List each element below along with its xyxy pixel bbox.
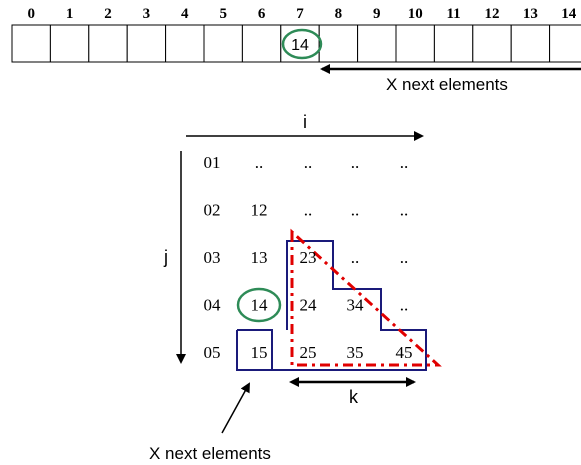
row-label: 04 <box>204 296 222 315</box>
array-index-label: 14 <box>561 6 577 22</box>
array-index-label: 11 <box>447 6 461 22</box>
array-cell <box>510 24 551 63</box>
array-index-label: 9 <box>373 6 381 22</box>
j-axis-label: j <box>163 247 168 267</box>
grid-cell-value: .. <box>351 201 360 220</box>
array-cell <box>357 24 397 63</box>
grid-cell-value: 13 <box>251 248 268 267</box>
array-cell <box>203 24 243 63</box>
grid-cell-value: 12 <box>251 201 268 220</box>
array-index-label: 0 <box>27 6 35 22</box>
region-left-closure <box>236 330 272 371</box>
row-label: 03 <box>204 248 221 267</box>
array-index-label: 10 <box>408 6 423 22</box>
array-cell <box>11 24 51 63</box>
row-label: 01 <box>204 153 221 172</box>
array-cell <box>165 24 205 63</box>
grid-highlight-circle <box>236 287 282 323</box>
array-cell <box>318 24 359 63</box>
grid-cell-value: 23 <box>300 248 317 267</box>
grid-cell-value: .. <box>255 153 264 172</box>
top-next-elements-label: X next elements <box>386 75 508 94</box>
array-index-label: 6 <box>258 6 266 22</box>
grid-cell-value: 45 <box>396 343 413 362</box>
grid-cell-value: .. <box>400 201 409 220</box>
grid-cell-value: .. <box>400 248 409 267</box>
bottom-next-elements-label: X next elements <box>149 444 271 463</box>
grid-cell-value: .. <box>351 153 360 172</box>
array-index-label: 7 <box>296 6 304 22</box>
row-label: 05 <box>204 343 221 362</box>
array-cell <box>241 24 282 63</box>
i-axis-label: i <box>303 112 307 132</box>
array-index-label: 2 <box>104 6 112 22</box>
array-cell <box>88 24 128 63</box>
grid-cell-value: .. <box>400 296 409 315</box>
array-cell <box>49 24 90 63</box>
array-index-label: 8 <box>335 6 343 22</box>
grid-cell-value: 25 <box>300 343 317 362</box>
grid-cell-value: 15 <box>251 343 268 362</box>
array-index-label: 3 <box>143 6 151 22</box>
array-cell <box>549 24 581 63</box>
array-cell-row: 14 <box>11 24 581 63</box>
array-highlight-circle <box>281 28 323 60</box>
array-index-label: 5 <box>219 6 227 22</box>
array-index-label: 1 <box>66 6 74 22</box>
grid-cell-value: .. <box>304 153 313 172</box>
array-index-label: 4 <box>181 6 189 22</box>
array-index-row: 0 1 2 3 4 5 6 7 8 9 10 11 12 13 14 <box>27 6 576 22</box>
array-cell <box>472 24 512 63</box>
grid-cell-value: .. <box>400 153 409 172</box>
triangle-outline <box>290 228 442 367</box>
array-cell <box>126 24 167 63</box>
value-grid: ...... .. 12.... .. 13 23.. .. 14 24 34 .. 15 25 35 45 <box>251 153 413 362</box>
array-cell <box>395 24 435 63</box>
row-label-column: 01 02 03 04 05 <box>204 153 222 362</box>
selected-region-outline <box>237 240 427 371</box>
grid-cell-value: 35 <box>347 343 364 362</box>
bottom-pointer-arrow <box>221 382 250 434</box>
array-cell-value: 14 <box>291 37 309 54</box>
array-index-label: 12 <box>485 6 500 22</box>
array-cell <box>433 24 474 63</box>
grid-cell-value: .. <box>304 201 313 220</box>
grid-cell-value: 14 <box>251 296 269 315</box>
row-label: 02 <box>204 201 221 220</box>
grid-cell-value: 34 <box>347 296 365 315</box>
array-index-label: 13 <box>523 6 538 22</box>
grid-cell-value: .. <box>351 248 360 267</box>
grid-cell-value: 24 <box>300 296 318 315</box>
k-axis-label: k <box>349 387 359 407</box>
